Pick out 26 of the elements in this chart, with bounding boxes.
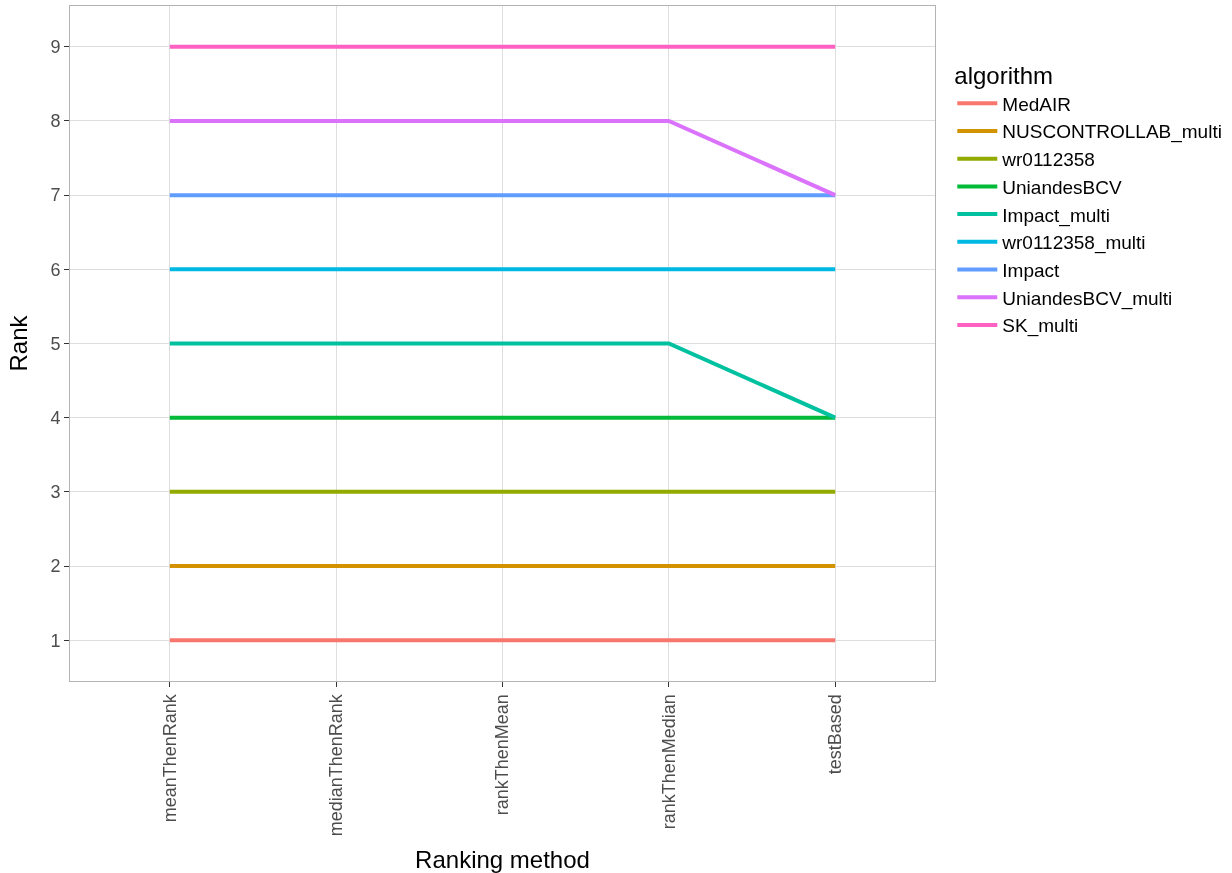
legend-label: wr0112358 <box>1001 149 1095 171</box>
y-axis-title: Rank <box>5 314 33 372</box>
x-tick-label: medianThenRank <box>326 693 346 837</box>
y-tick-label: 8 <box>50 111 61 132</box>
y-tick-label: 6 <box>50 259 61 280</box>
y-tick-label: 1 <box>50 630 61 651</box>
y-tick-label: 2 <box>50 556 61 577</box>
legend-label: Impact_multi <box>1002 204 1110 227</box>
x-tick-label: testBased <box>825 694 846 775</box>
legend-label: wr0112358_multi <box>1001 232 1146 255</box>
legend-label: UniandesBCV <box>1002 176 1122 198</box>
y-tick-label: 4 <box>50 407 61 428</box>
x-tick-label: rankThenMedian <box>658 694 679 830</box>
legend-label: NUSCONTROLLAB_multi <box>1002 121 1222 144</box>
x-tick-label: rankThenMean <box>492 694 513 816</box>
x-tick-label: meanThenRank <box>159 693 180 823</box>
y-tick-label: 3 <box>50 482 61 503</box>
y-tick-label: 7 <box>50 185 61 206</box>
x-axis-title: Ranking method <box>415 845 590 873</box>
legend-label: SK_multi <box>1002 315 1079 338</box>
legend-label: MedAIR <box>1002 93 1071 115</box>
y-tick-label: 5 <box>50 333 61 354</box>
legend-label: UniandesBCV_multi <box>1002 287 1173 310</box>
y-tick-label: 9 <box>50 37 61 58</box>
legend-label: Impact <box>1002 259 1061 281</box>
legend-title: algorithm <box>954 62 1054 90</box>
